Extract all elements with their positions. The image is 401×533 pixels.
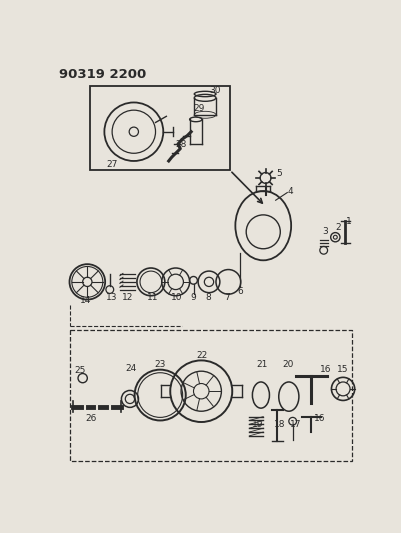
- Text: 20: 20: [283, 360, 294, 369]
- Text: 28: 28: [176, 140, 187, 149]
- Text: 19: 19: [251, 420, 263, 429]
- Text: 17: 17: [290, 420, 301, 429]
- Text: 23: 23: [155, 360, 166, 369]
- Text: 12: 12: [122, 293, 134, 302]
- Text: 9: 9: [190, 293, 196, 302]
- Text: 4: 4: [288, 187, 294, 196]
- Text: 30: 30: [209, 86, 221, 95]
- Text: 5: 5: [276, 169, 282, 178]
- Text: 22: 22: [196, 351, 208, 360]
- Text: 6: 6: [237, 287, 243, 296]
- Text: 15: 15: [337, 365, 348, 374]
- Text: 7: 7: [225, 293, 230, 302]
- Text: 90319 2200: 90319 2200: [59, 68, 147, 81]
- Text: 18: 18: [274, 420, 286, 429]
- Text: 1: 1: [346, 217, 352, 227]
- Text: 2: 2: [335, 223, 341, 232]
- Text: 25: 25: [74, 366, 85, 375]
- Text: 16: 16: [320, 365, 331, 374]
- Text: 21: 21: [256, 360, 267, 369]
- Text: 24: 24: [125, 364, 137, 373]
- Text: 10: 10: [171, 293, 182, 302]
- Text: 16: 16: [314, 414, 326, 423]
- Text: 3: 3: [322, 227, 328, 236]
- Text: 27: 27: [107, 159, 118, 168]
- Bar: [90, 85, 230, 170]
- Text: 11: 11: [147, 293, 158, 302]
- Text: 8: 8: [205, 293, 211, 302]
- Text: 26: 26: [85, 414, 96, 423]
- Text: 29: 29: [194, 104, 205, 113]
- Bar: [69, 329, 352, 461]
- Text: 13: 13: [106, 293, 117, 302]
- Text: 14: 14: [80, 296, 92, 305]
